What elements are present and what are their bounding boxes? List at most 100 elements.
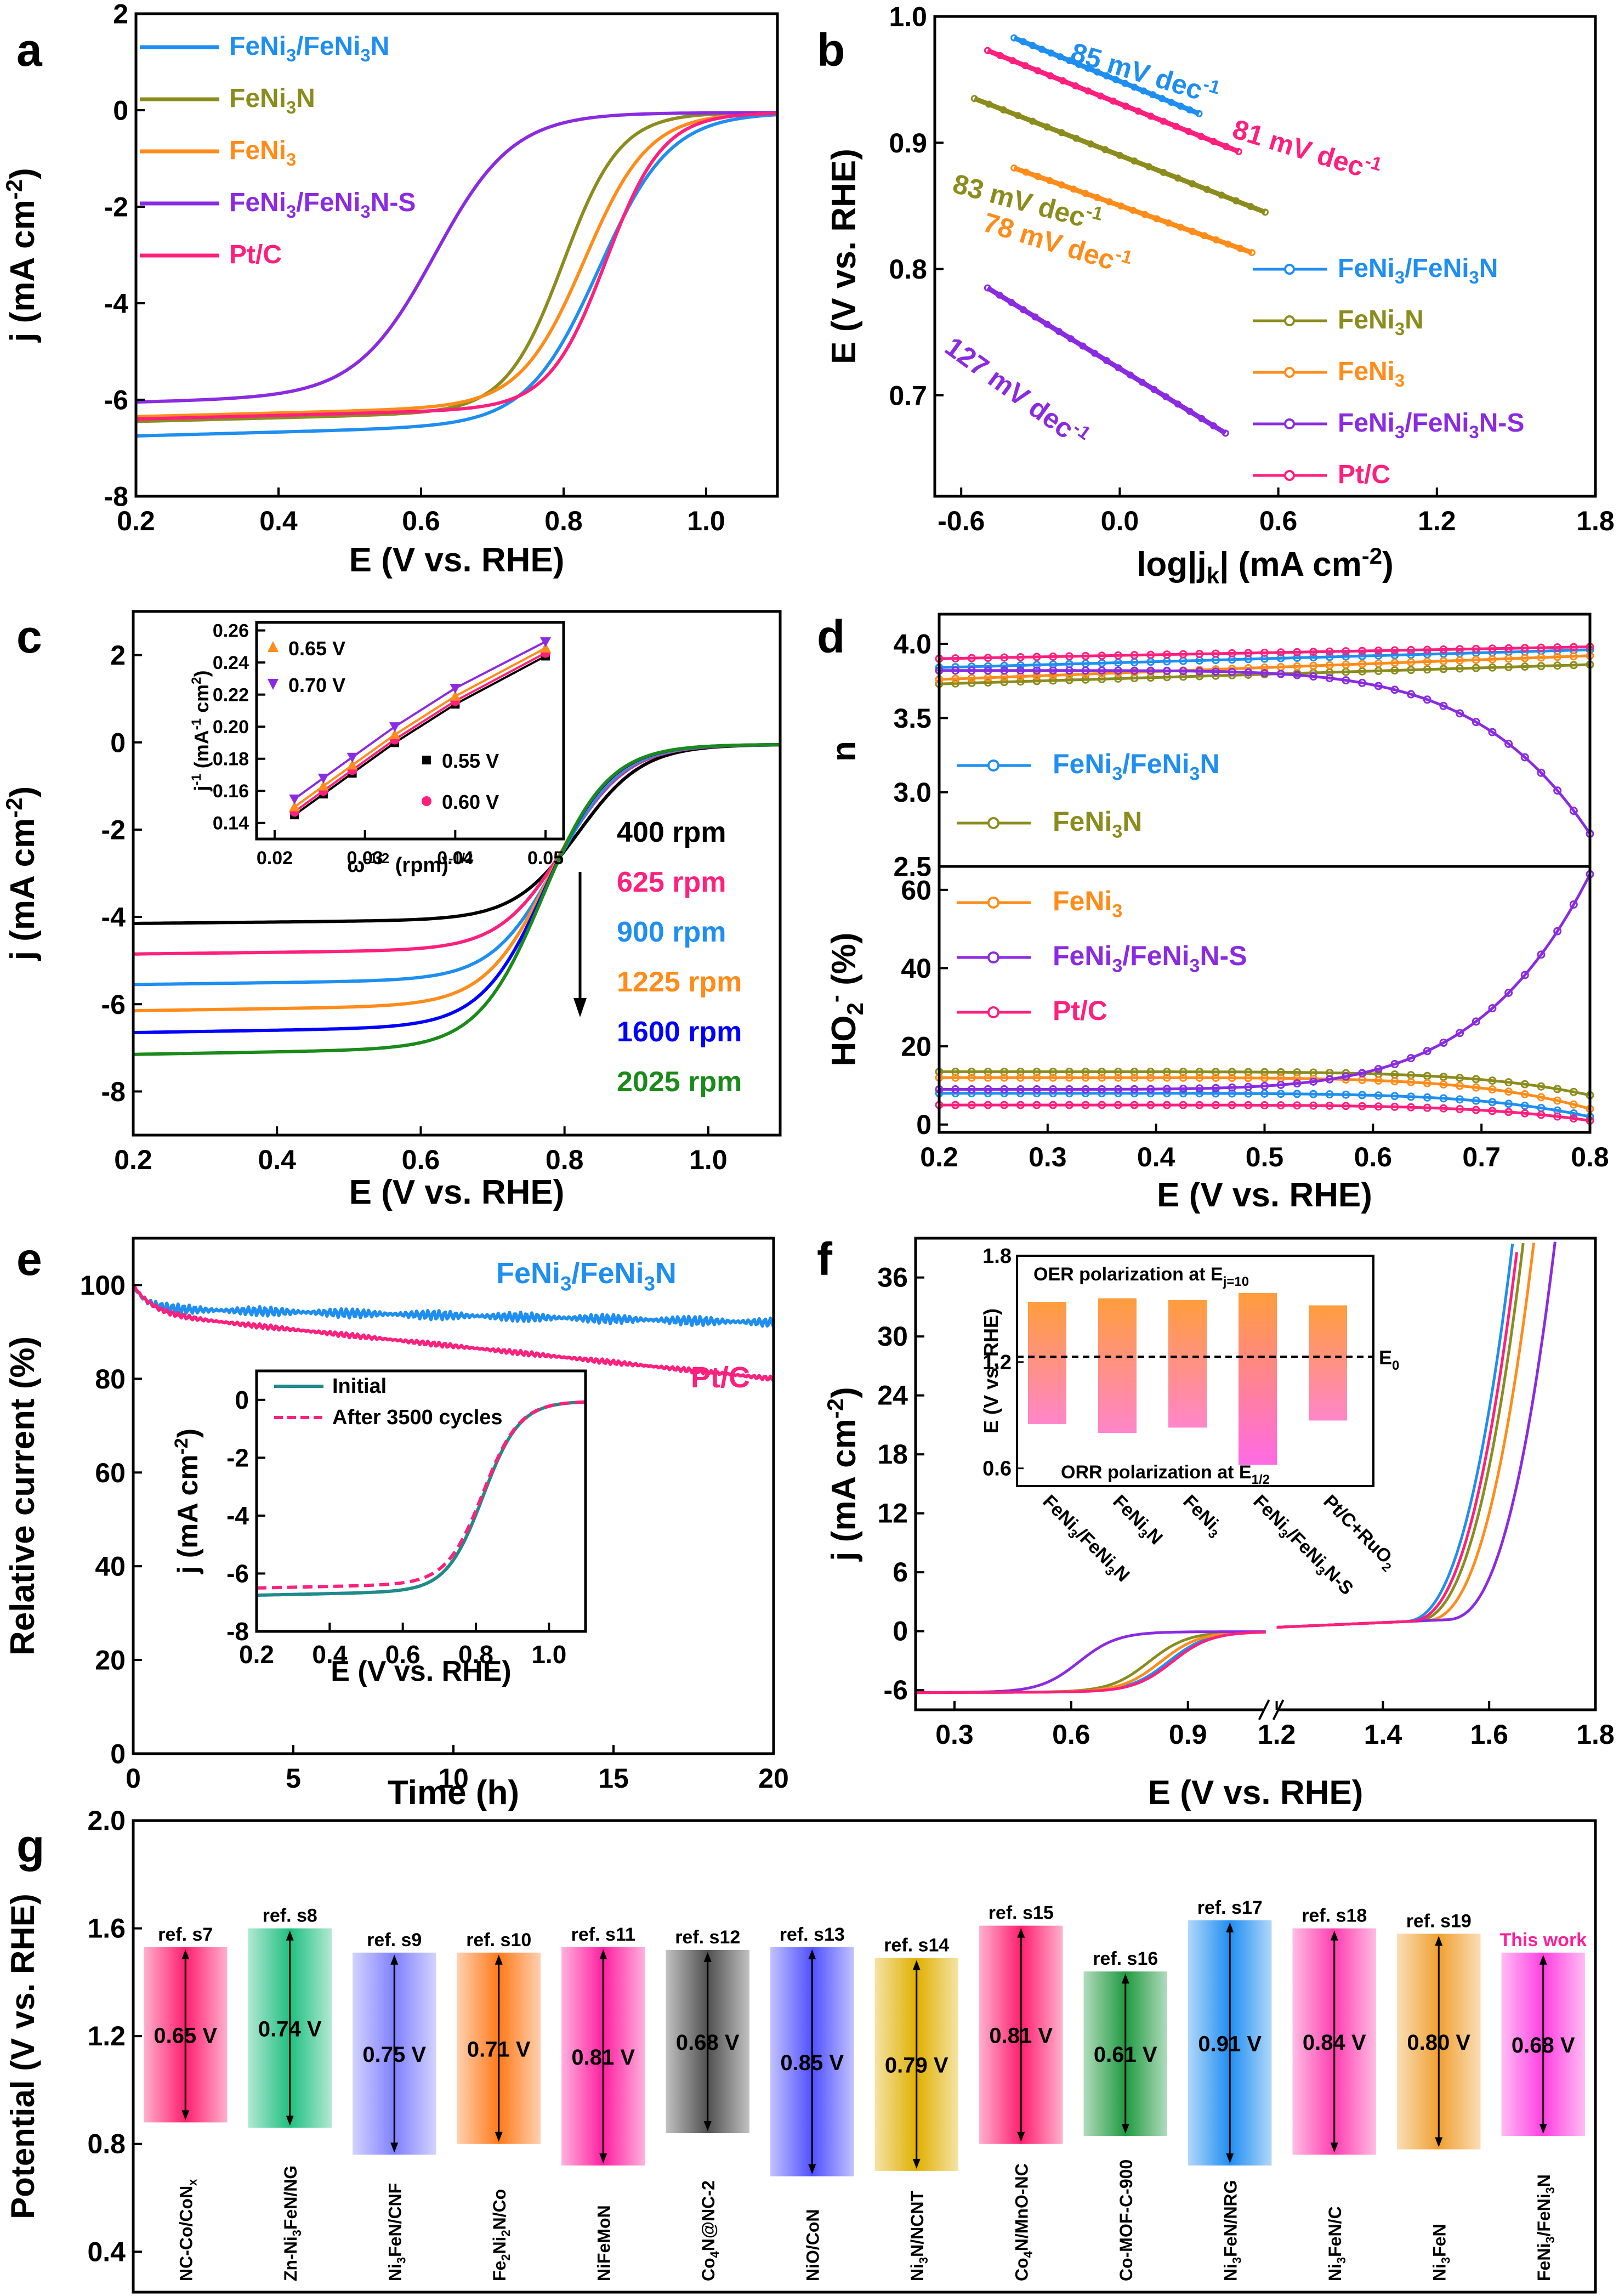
y-tick-label: 0.7	[889, 380, 927, 411]
text-segment: Ni	[385, 2264, 405, 2281]
series-marker	[984, 284, 991, 292]
series-marker	[1276, 670, 1285, 678]
x-tick-label: 0.02	[257, 848, 293, 869]
inset-y-label: j (mA cm-2)	[171, 1428, 204, 1574]
text-segment: FeNi	[1053, 749, 1112, 779]
series-marker	[1059, 77, 1067, 84]
y-tick-label: 0	[916, 1109, 931, 1140]
text-segment: 3	[1439, 2257, 1452, 2264]
series-marker	[1098, 666, 1106, 675]
series-marker	[1390, 646, 1399, 655]
series-2025 rpm	[133, 743, 780, 1056]
series-marker	[1016, 653, 1025, 661]
plot-frame	[914, 1237, 1597, 1711]
x-tick-label: 10	[438, 1763, 469, 1794]
series-marker	[1390, 1102, 1399, 1111]
series-marker	[1553, 1096, 1562, 1105]
series-marker	[1000, 1101, 1009, 1109]
gap-label: 0.84 V	[1303, 2031, 1366, 2055]
legend-label: Pt/C	[229, 240, 282, 269]
series-marker	[1390, 685, 1399, 694]
series-marker	[1115, 364, 1122, 372]
series-bottom-FeNi3/FeNi3N	[939, 1092, 1590, 1118]
series-marker	[1236, 245, 1244, 252]
inset-marker	[540, 642, 552, 653]
series-bottom-Pt/C	[939, 1103, 1590, 1123]
series-marker	[1211, 1089, 1220, 1098]
inset-marker	[346, 759, 358, 770]
series-marker	[951, 654, 960, 663]
legend-label: FeNi3/FeNi3N	[1338, 254, 1498, 287]
series-marker	[1488, 1107, 1497, 1115]
series-marker	[1488, 644, 1497, 653]
series-marker	[1472, 655, 1480, 664]
panel-label-c: c	[16, 611, 42, 662]
legend-label: Pt/C	[1053, 995, 1107, 1026]
series-marker	[1244, 1101, 1253, 1109]
gap-label: 0.81 V	[571, 2045, 635, 2070]
series-marker	[1008, 299, 1015, 307]
series-marker	[1504, 1108, 1513, 1116]
series-marker	[984, 47, 991, 54]
series-marker	[1488, 728, 1497, 736]
ref-label: ref. s11	[571, 1924, 635, 1945]
legend-label: 1600 rpm	[617, 1016, 742, 1048]
series-marker	[1358, 651, 1367, 660]
inset-bar-FeNi3/FeNi3N	[1028, 1302, 1066, 1424]
text-segment: Ni	[1429, 2264, 1449, 2281]
x-tick-label: 0.3	[935, 1719, 974, 1750]
series-marker	[1358, 660, 1367, 668]
series-marker	[1293, 1090, 1302, 1098]
text-segment: FeNi	[1338, 305, 1395, 335]
x-axis-label: E (V vs. RHE)	[1148, 1774, 1364, 1812]
plot-frame	[933, 15, 1597, 498]
series-marker	[1472, 1106, 1480, 1114]
series-marker	[1520, 662, 1529, 671]
series-marker	[1553, 1085, 1562, 1093]
gap-label: 0.71 V	[467, 2037, 531, 2061]
series-marker	[984, 1073, 992, 1082]
text-segment: FeN/NG	[281, 2165, 300, 2230]
y-tick-label: -4	[101, 902, 126, 933]
series-marker	[1210, 138, 1218, 145]
series-marker	[1146, 1073, 1155, 1082]
inset-category-label: FeNi3	[1177, 1491, 1227, 1541]
series-label: FeNi3/FeNi3N	[496, 1257, 677, 1295]
text-segment: FeNi	[1338, 254, 1395, 283]
text-segment: FeN/C	[1325, 2206, 1345, 2257]
gap-arrow-head	[1121, 1974, 1129, 1984]
category-label: Zn-Ni3FeN/NG	[281, 2165, 304, 2281]
series-FeNi3	[1013, 166, 1253, 255]
text-segment: 3	[1112, 821, 1122, 842]
series-marker	[1247, 203, 1254, 211]
series-marker	[1374, 682, 1383, 690]
series-marker	[1195, 650, 1204, 659]
y-tick-label: 0.9	[889, 128, 927, 158]
series-bottom-FeNi3N	[939, 1070, 1590, 1097]
legend-marker	[987, 951, 999, 963]
plot-frame	[134, 12, 779, 498]
legend-marker	[1284, 470, 1295, 481]
text-segment: Ni	[1325, 2264, 1345, 2281]
y-tick-label: 0	[113, 95, 128, 126]
series-marker	[1358, 678, 1367, 687]
series-marker	[1244, 1082, 1253, 1091]
series-marker	[1189, 228, 1196, 235]
series-marker	[1098, 651, 1106, 660]
text-segment: 3	[290, 2230, 304, 2236]
text-segment: /FeNi	[1405, 254, 1469, 283]
y-tick-label: 20	[95, 1645, 126, 1676]
legend-label: FeNi3	[1053, 886, 1122, 922]
text-segment: 3	[1469, 267, 1479, 287]
series-marker	[1262, 208, 1269, 216]
legend-label: Pt/C	[1338, 460, 1390, 489]
series-marker	[1203, 185, 1211, 193]
y-tick-label: 3.5	[893, 703, 931, 734]
series-marker	[1293, 1101, 1302, 1110]
series-marker	[1553, 786, 1562, 795]
series-marker	[1342, 1102, 1350, 1110]
text-segment: 3	[286, 201, 296, 222]
gap-arrow-head	[1330, 2142, 1338, 2153]
y-tick-label: 0	[235, 1386, 249, 1414]
